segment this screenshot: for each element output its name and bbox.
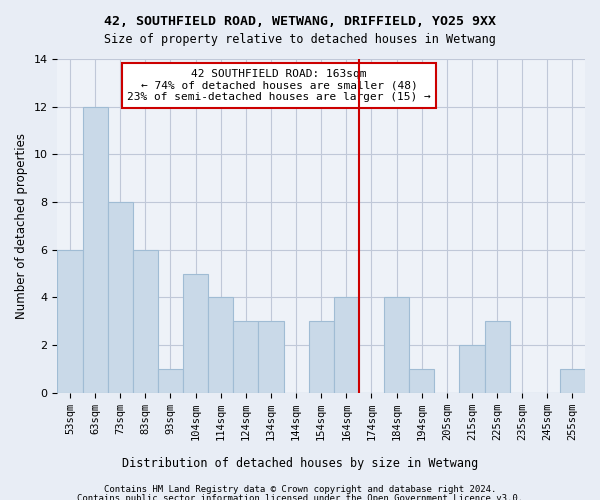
Bar <box>233 322 259 393</box>
Text: 42, SOUTHFIELD ROAD, WETWANG, DRIFFIELD, YO25 9XX: 42, SOUTHFIELD ROAD, WETWANG, DRIFFIELD,… <box>104 15 496 28</box>
Bar <box>208 298 233 393</box>
Text: Distribution of detached houses by size in Wetwang: Distribution of detached houses by size … <box>122 458 478 470</box>
Bar <box>259 322 284 393</box>
Text: 42 SOUTHFIELD ROAD: 163sqm
← 74% of detached houses are smaller (48)
23% of semi: 42 SOUTHFIELD ROAD: 163sqm ← 74% of deta… <box>127 69 431 102</box>
Y-axis label: Number of detached properties: Number of detached properties <box>15 133 28 319</box>
Bar <box>58 250 83 393</box>
Text: Contains public sector information licensed under the Open Government Licence v3: Contains public sector information licen… <box>77 494 523 500</box>
Bar <box>107 202 133 393</box>
Text: Size of property relative to detached houses in Wetwang: Size of property relative to detached ho… <box>104 32 496 46</box>
Bar <box>560 369 585 393</box>
Bar <box>183 274 208 393</box>
Bar <box>334 298 359 393</box>
Bar <box>158 369 183 393</box>
Bar <box>83 106 107 393</box>
Bar <box>384 298 409 393</box>
Bar <box>409 369 434 393</box>
Bar <box>133 250 158 393</box>
Bar <box>308 322 334 393</box>
Bar <box>485 322 509 393</box>
Text: Contains HM Land Registry data © Crown copyright and database right 2024.: Contains HM Land Registry data © Crown c… <box>104 485 496 494</box>
Bar <box>460 345 485 393</box>
